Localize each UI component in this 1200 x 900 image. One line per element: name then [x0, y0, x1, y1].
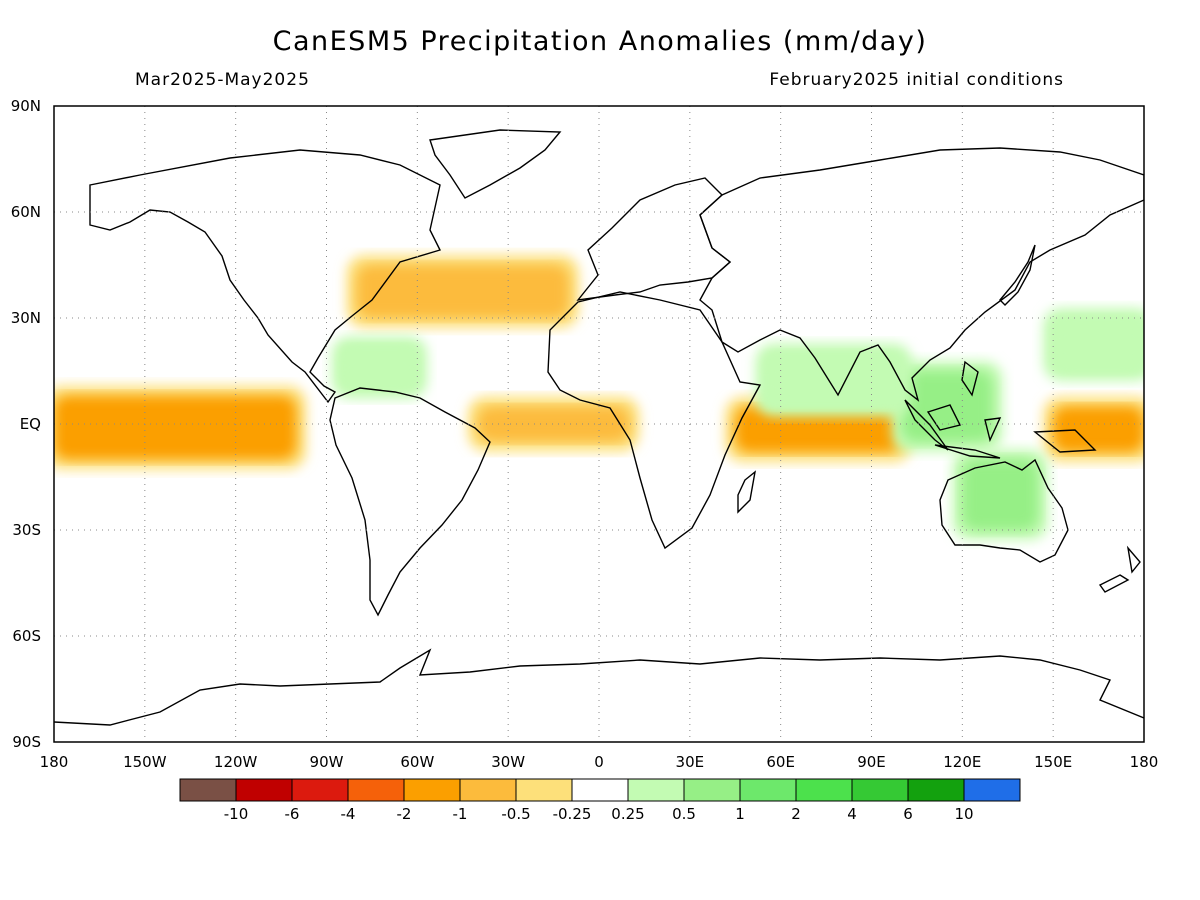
map-title: CanESM5 Precipitation Anomalies (mm/day): [272, 26, 928, 57]
colorbar-swatch: [571, 778, 629, 802]
anomaly-region-0: [54, 395, 297, 460]
coastline-africa: [547, 291, 762, 550]
lat-label: EQ: [20, 415, 41, 433]
coastline-greenland: [429, 129, 562, 199]
colorbar-label: 1: [735, 805, 745, 823]
colorbar-label: -1: [453, 805, 468, 823]
lon-label: 0: [594, 753, 604, 771]
colorbar-swatch: [851, 778, 909, 802]
lat-label: 90S: [12, 733, 41, 751]
coastline-asia: [699, 147, 1144, 402]
colorbar-swatch: [963, 778, 1021, 802]
colorbar-swatch: [739, 778, 797, 802]
colorbar-swatch: [347, 778, 405, 802]
colorbar-label: 2: [791, 805, 801, 823]
coastline-indonesia: [904, 399, 1097, 459]
coastline-north-america: [89, 149, 441, 404]
lat-label: 30N: [11, 309, 41, 327]
anomaly-region-6: [962, 459, 1039, 530]
coastline-layer: [54, 129, 1144, 726]
colorbar-swatch: [907, 778, 965, 802]
lat-label: 60S: [12, 627, 41, 645]
lon-label: 60W: [400, 753, 434, 771]
lon-label: 180: [1130, 753, 1159, 771]
anomaly-layer: [54, 255, 1144, 540]
coastline-new-zealand: [1098, 545, 1141, 593]
lon-label: 120E: [943, 753, 981, 771]
colorbar-label: 10: [954, 805, 973, 823]
longitude-labels: 180 150W 120W 90W 60W 30W 0 30E 60E 90E 120E 150E 18…: [40, 753, 1159, 771]
lon-label: 180: [40, 753, 69, 771]
coastline-philippines: [961, 360, 979, 397]
gridlines: [54, 106, 1144, 742]
anomaly-region-9: [1053, 318, 1144, 371]
colorbar: [179, 778, 1021, 802]
colorbar-swatch: [515, 778, 573, 802]
coastline-madagascar: [737, 470, 757, 514]
lat-label: 60N: [11, 203, 41, 221]
lat-label: 30S: [12, 521, 41, 539]
anomaly-region-1: [1053, 406, 1144, 453]
colorbar-swatch: [459, 778, 517, 802]
colorbar-swatch: [683, 778, 741, 802]
colorbar-label: 6: [903, 805, 913, 823]
anomaly-region-4: [356, 265, 569, 318]
lon-label: 150W: [123, 753, 167, 771]
lon-label: 120W: [214, 753, 258, 771]
colorbar-swatch: [627, 778, 685, 802]
colorbar-label: -10: [224, 805, 249, 823]
colorbar-swatch: [291, 778, 349, 802]
colorbar-label: -6: [285, 805, 300, 823]
colorbar-label: 4: [847, 805, 857, 823]
anomaly-region-8: [765, 353, 902, 407]
lon-label: 30E: [676, 753, 705, 771]
coastline-antarctica: [54, 648, 1144, 726]
anomaly-region-3: [477, 406, 630, 442]
colorbar-label: 0.5: [672, 805, 696, 823]
anomaly-region-2: [735, 406, 902, 453]
lon-label: 30W: [491, 753, 525, 771]
colorbar-swatch: [179, 778, 237, 802]
colorbar-label: -0.5: [501, 805, 530, 823]
coastline-japan: [999, 244, 1036, 306]
coastline-south-america: [329, 387, 491, 617]
coastline-australia: [939, 458, 1069, 563]
initial-conditions: February2025 initial conditions: [769, 70, 1064, 90]
plot-frame: [53, 105, 1145, 743]
forecast-period: Mar2025-May2025: [135, 70, 310, 90]
colorbar-swatch: [403, 778, 461, 802]
colorbar-swatch: [795, 778, 853, 802]
colorbar-label: -2: [397, 805, 412, 823]
colorbar-label: 0.25: [611, 805, 644, 823]
colorbar-label: -0.25: [553, 805, 592, 823]
lon-label: 150E: [1034, 753, 1072, 771]
lon-label: 90W: [310, 753, 344, 771]
colorbar-labels: -10 -6 -4 -2 -1 -0.5 -0.25 0.25 0.5 1 2 4 6 10: [224, 805, 974, 823]
latitude-labels: 90N 60N 30N EQ 30S 60S 90S: [11, 97, 41, 751]
lon-label: 90E: [857, 753, 886, 771]
colorbar-label: -4: [341, 805, 356, 823]
colorbar-swatch: [235, 778, 293, 802]
lon-label: 60E: [766, 753, 795, 771]
anomaly-region-7: [341, 346, 418, 389]
lat-label: 90N: [11, 97, 41, 115]
